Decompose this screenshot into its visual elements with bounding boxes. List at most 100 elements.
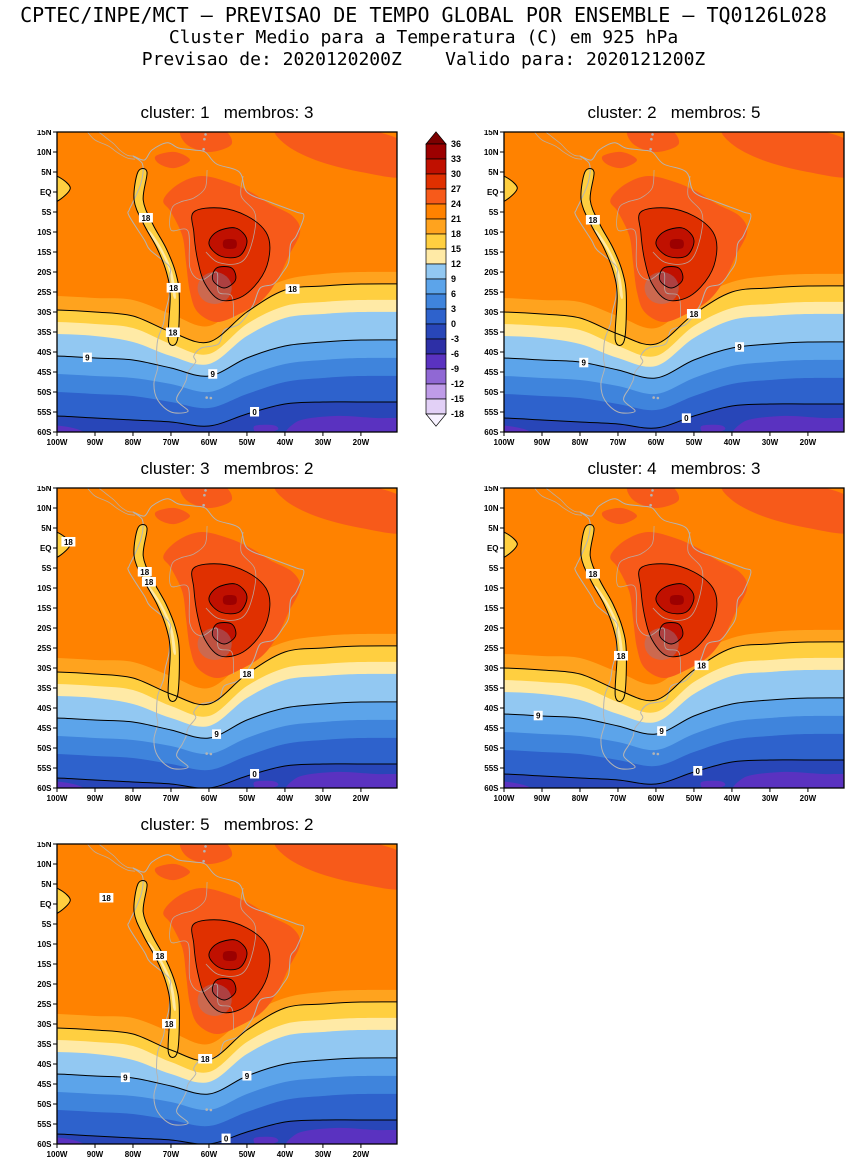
svg-text:25S: 25S [37, 1000, 52, 1009]
header-subtitle: Cluster Medio para a Temperatura (C) em … [168, 27, 679, 48]
svg-text:15S: 15S [37, 604, 52, 613]
svg-text:80W: 80W [572, 438, 589, 445]
colorbar-tick-label: -12 [451, 379, 464, 389]
svg-text:100W: 100W [494, 438, 515, 445]
colorbar-cell [425, 293, 447, 310]
colorbar-cell [425, 188, 447, 205]
svg-text:45S: 45S [37, 1080, 52, 1089]
colorbar-tick-label: -18 [451, 409, 464, 419]
svg-text:100W: 100W [494, 794, 515, 801]
svg-text:30S: 30S [484, 308, 499, 317]
contour-labels: 18 18 18 9 9 0 [533, 569, 709, 776]
svg-text:18: 18 [102, 894, 111, 903]
colorbar-tick-label: 6 [451, 289, 456, 299]
svg-text:40S: 40S [37, 704, 52, 713]
svg-text:25S: 25S [37, 288, 52, 297]
svg-text:5N: 5N [41, 168, 51, 177]
svg-text:15N: 15N [37, 130, 52, 137]
colorbar-cell [425, 173, 447, 190]
svg-text:EQ: EQ [40, 188, 52, 197]
colorbar-cell [425, 353, 447, 370]
svg-text:18: 18 [140, 568, 149, 577]
colorbar-cell [425, 248, 447, 265]
panel-title-cluster-5: cluster: 5 membros: 2 [140, 815, 314, 834]
svg-text:EQ: EQ [487, 188, 499, 197]
panel-title-cluster-4: cluster: 4 membros: 3 [587, 459, 761, 478]
map-cluster-3: 181818189015N10N5NEQ5S10S15S20S25S30S35S… [37, 486, 398, 801]
svg-text:50S: 50S [37, 744, 52, 753]
colorbar-cell [425, 383, 447, 400]
svg-text:80W: 80W [572, 794, 589, 801]
svg-text:9: 9 [659, 727, 664, 736]
svg-text:EQ: EQ [40, 544, 52, 553]
colorbar-tick-label: -6 [451, 349, 459, 359]
colorbar-tick-label: -3 [451, 334, 459, 344]
terrain-shade [644, 628, 679, 660]
svg-text:50S: 50S [37, 388, 52, 397]
svg-text:70W: 70W [610, 438, 627, 445]
svg-text:40S: 40S [484, 704, 499, 713]
svg-text:15N: 15N [484, 130, 499, 137]
svg-text:50W: 50W [239, 794, 256, 801]
svg-text:9: 9 [582, 359, 587, 368]
map-cluster-1: 18 18 18 18 9 9 0 15N 10N 5N EQ 5S 10S 15S 20S 25S 30S 35… [37, 130, 398, 445]
svg-text:18: 18 [697, 661, 706, 670]
coastline [87, 132, 305, 414]
svg-text:20S: 20S [37, 980, 52, 989]
colorbar-tick-label: 24 [451, 199, 461, 209]
svg-text:60W: 60W [201, 794, 218, 801]
colorbar-cell [425, 338, 447, 355]
svg-text:9: 9 [211, 370, 216, 379]
svg-text:80W: 80W [125, 1150, 142, 1157]
svg-text:55S: 55S [37, 764, 52, 773]
svg-text:30W: 30W [315, 438, 332, 445]
svg-text:0: 0 [696, 767, 701, 776]
svg-text:18: 18 [242, 670, 251, 679]
svg-text:20W: 20W [353, 794, 370, 801]
svg-text:50W: 50W [686, 794, 703, 801]
svg-text:5S: 5S [489, 208, 499, 217]
svg-text:60S: 60S [484, 784, 499, 793]
svg-text:10S: 10S [37, 228, 52, 237]
svg-text:45S: 45S [37, 368, 52, 377]
svg-text:18: 18 [617, 652, 626, 661]
map-axes: 15N 10N 5N EQ 5S 10S 15S 20S 25S 30S 35S 40S 45S 50S 5… [37, 130, 398, 445]
map-plot-area: 18 18 18 18 9 9 0 [57, 844, 397, 1144]
svg-text:40S: 40S [484, 348, 499, 357]
terrain-shade [644, 272, 679, 304]
svg-text:9: 9 [85, 353, 90, 362]
svg-text:60W: 60W [648, 438, 665, 445]
svg-text:40W: 40W [277, 794, 294, 801]
header-title: CPTEC/INPE/MCT — PREVISAO DE TEMPO GLOBA… [20, 3, 827, 27]
svg-text:18: 18 [64, 538, 73, 547]
contour-lines [504, 523, 844, 785]
temperature-bands [57, 844, 397, 1144]
svg-text:50S: 50S [37, 1100, 52, 1109]
svg-text:5S: 5S [42, 920, 52, 929]
svg-text:18: 18 [169, 284, 178, 293]
svg-text:60S: 60S [37, 1140, 52, 1149]
colorbar-tick-label: 27 [451, 184, 461, 194]
svg-text:50W: 50W [686, 438, 703, 445]
svg-text:18: 18 [155, 952, 164, 961]
temperature-bands [504, 488, 844, 788]
panel-title-cluster-2: cluster: 2 membros: 5 [587, 103, 761, 122]
coastline [534, 132, 752, 414]
svg-text:10S: 10S [37, 940, 52, 949]
coastline [87, 488, 305, 770]
svg-text:60W: 60W [201, 438, 218, 445]
andes-cold-strip [504, 524, 627, 702]
svg-text:5N: 5N [41, 880, 51, 889]
svg-text:50S: 50S [484, 388, 499, 397]
colorbar-cell [425, 308, 447, 325]
svg-text:25S: 25S [484, 288, 499, 297]
svg-text:10S: 10S [37, 584, 52, 593]
colorbar-tick-label: 12 [451, 259, 461, 269]
svg-text:10S: 10S [484, 228, 499, 237]
svg-text:40S: 40S [37, 348, 52, 357]
svg-text:5S: 5S [42, 564, 52, 573]
svg-text:9: 9 [214, 730, 219, 739]
terrain-shade [197, 984, 232, 1016]
